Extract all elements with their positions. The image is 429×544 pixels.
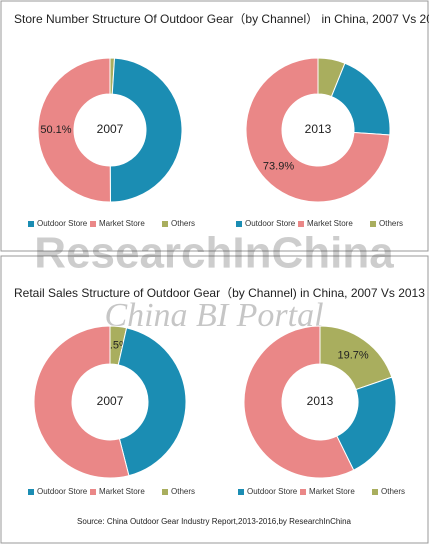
- legend-swatch: [238, 489, 244, 495]
- center-label: 2007: [97, 122, 124, 136]
- donut-slice: [243, 325, 355, 479]
- value-label: 73.9%: [263, 161, 294, 173]
- legend-swatch: [236, 221, 242, 227]
- watermark: ResearchInChina: [34, 229, 394, 278]
- donut-slice: [117, 327, 187, 477]
- donut-slice: [37, 57, 111, 203]
- legend-swatch: [370, 221, 376, 227]
- source: Source: China Outdoor Gear Industry Repo…: [77, 517, 351, 526]
- legend-label: Others: [171, 487, 195, 496]
- legend-swatch: [298, 221, 304, 227]
- legend-label: Others: [381, 487, 405, 496]
- legend-swatch: [162, 221, 168, 227]
- legend-label: Market Store: [99, 487, 145, 496]
- panel-border: [0, 0, 429, 252]
- center-label: 2007: [97, 394, 124, 408]
- watermark-sub: China BI Portal: [104, 297, 323, 334]
- panel-border: [0, 255, 429, 544]
- donut-slice: [336, 376, 397, 471]
- center-label: 2013: [307, 394, 334, 408]
- legend-label: Others: [379, 219, 403, 228]
- legend-label: Outdoor Store: [245, 219, 296, 228]
- legend-label: Market Store: [309, 487, 355, 496]
- donut-slice: [245, 57, 391, 203]
- value-label: 50.1%: [40, 124, 71, 136]
- donut-slice: [330, 62, 391, 136]
- legend-swatch: [162, 489, 168, 495]
- legend-swatch: [90, 489, 96, 495]
- legend-swatch: [28, 221, 34, 227]
- legend-swatch: [28, 489, 34, 495]
- donut-slice: [33, 325, 130, 479]
- chart-title: Store Number Structure Of Outdoor Gear（b…: [14, 12, 429, 26]
- legend-swatch: [90, 221, 96, 227]
- legend-swatch: [300, 489, 306, 495]
- chart-title: Retail Sales Structure of Outdoor Gear（b…: [14, 286, 425, 300]
- legend-label: Outdoor Store: [247, 487, 298, 496]
- legend-label: Market Store: [99, 219, 145, 228]
- legend-label: Outdoor Store: [37, 219, 88, 228]
- legend-label: Outdoor Store: [37, 487, 88, 496]
- legend-label: Others: [171, 219, 195, 228]
- value-label: 19.7%: [337, 349, 368, 361]
- legend-swatch: [372, 489, 378, 495]
- legend-label: Market Store: [307, 219, 353, 228]
- center-label: 2013: [305, 122, 332, 136]
- donut-slice: [109, 57, 183, 203]
